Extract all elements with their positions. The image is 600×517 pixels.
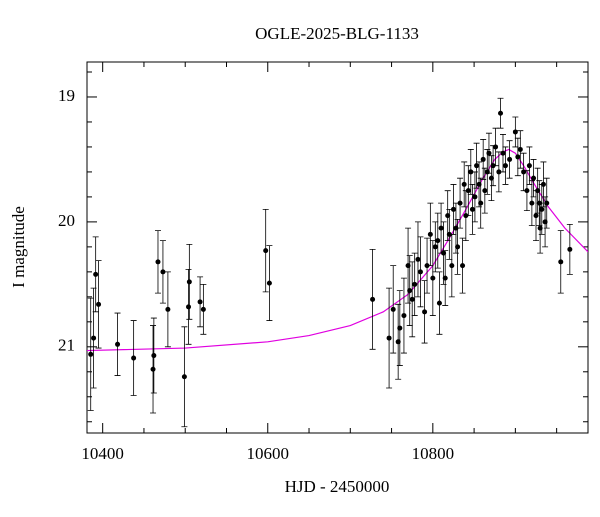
data-point — [540, 181, 546, 187]
data-point — [478, 200, 484, 206]
data-point — [88, 351, 94, 357]
data-point — [449, 263, 455, 269]
data-point — [432, 244, 438, 250]
data-point — [263, 248, 269, 254]
data-point — [401, 313, 407, 319]
data-point — [150, 366, 156, 372]
data-point — [445, 213, 451, 219]
data-point — [397, 325, 403, 331]
data-point — [200, 306, 206, 312]
x-tick-label: 10600 — [247, 444, 290, 463]
data-point — [417, 269, 423, 275]
data-point — [427, 231, 433, 237]
data-point — [160, 269, 166, 275]
data-point — [488, 175, 494, 181]
data-point — [453, 225, 459, 231]
data-point — [186, 304, 192, 310]
data-point — [165, 306, 171, 312]
data-point — [424, 263, 430, 269]
data-point — [498, 110, 504, 116]
data-point — [91, 335, 97, 341]
data-point — [435, 238, 441, 244]
x-tick-label: 10400 — [81, 444, 124, 463]
data-point — [524, 188, 530, 194]
data-point — [469, 206, 475, 212]
y-tick-label: 21 — [58, 336, 75, 355]
data-point — [507, 156, 513, 162]
data-point — [512, 129, 518, 135]
data-point — [131, 355, 137, 361]
data-point — [537, 225, 543, 231]
data-point — [515, 154, 521, 160]
plot-frame — [86, 61, 589, 434]
data-point — [496, 169, 502, 175]
data-point — [197, 299, 203, 305]
data-point — [96, 301, 102, 307]
data-point — [493, 144, 499, 150]
data-point — [474, 163, 480, 169]
data-point — [415, 256, 421, 262]
data-point — [155, 259, 161, 265]
data-point — [480, 156, 486, 162]
x-axis-label: HJD - 2450000 — [285, 477, 390, 496]
data-point — [526, 163, 532, 169]
data-point — [409, 296, 415, 302]
data-point — [531, 175, 537, 181]
data-point — [181, 374, 187, 380]
data-point — [517, 146, 523, 152]
data-point — [476, 181, 482, 187]
data-point — [441, 250, 447, 256]
data-point — [533, 213, 539, 219]
data-point — [390, 306, 396, 312]
y-tick-label: 19 — [58, 86, 75, 105]
data-point — [502, 163, 508, 169]
data-point — [436, 300, 442, 306]
data-point — [482, 188, 488, 194]
data-point — [430, 275, 436, 281]
data-point — [460, 263, 466, 269]
data-point — [529, 200, 535, 206]
data-point — [457, 200, 463, 206]
data-point — [521, 169, 527, 175]
data-point — [386, 335, 392, 341]
data-point — [450, 206, 456, 212]
data-point — [412, 281, 418, 287]
data-point — [438, 225, 444, 231]
data-point — [395, 339, 401, 345]
data-point — [370, 296, 376, 302]
data-point — [266, 280, 272, 286]
data-point — [542, 219, 548, 225]
data-point — [539, 206, 545, 212]
data-point — [151, 353, 157, 359]
data-point — [186, 279, 192, 285]
data-point — [465, 188, 471, 194]
data-point — [468, 169, 474, 175]
data-point — [422, 309, 428, 315]
data-point — [455, 244, 461, 250]
data-point — [405, 263, 411, 269]
chart-title: OGLE-2025-BLG-1133 — [255, 24, 419, 43]
data-point — [544, 200, 550, 206]
data-point — [472, 194, 478, 200]
data-point — [486, 150, 492, 156]
data-point — [558, 259, 564, 265]
data-point — [115, 341, 121, 347]
y-tick-label: 20 — [58, 211, 75, 230]
x-tick-label: 10800 — [412, 444, 455, 463]
data-point — [407, 288, 413, 294]
data-point — [93, 271, 99, 277]
data-point — [461, 181, 467, 187]
data-point — [535, 188, 541, 194]
model-curve — [87, 148, 588, 352]
data-point — [567, 246, 573, 252]
y-axis-label: I magnitude — [9, 206, 28, 288]
data-point — [500, 150, 506, 156]
data-point — [442, 275, 448, 281]
